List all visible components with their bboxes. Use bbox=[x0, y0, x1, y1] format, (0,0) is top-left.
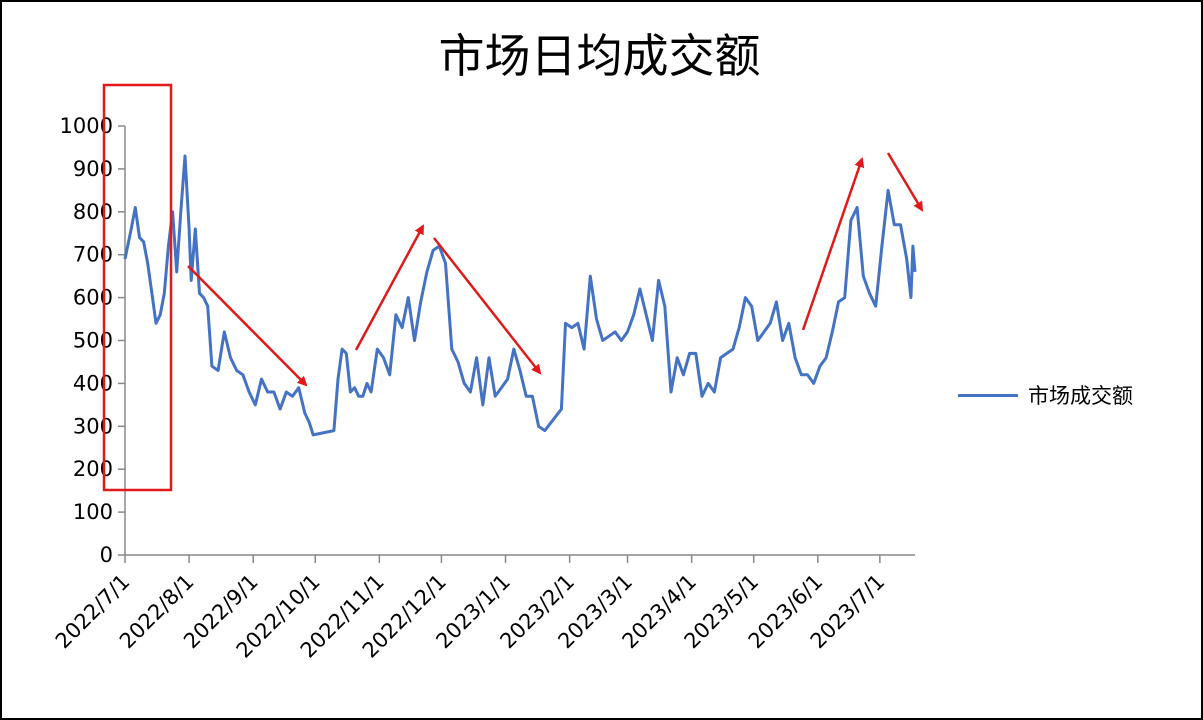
legend-label: 市场成交额 bbox=[1028, 384, 1133, 408]
y-tick-label: 900 bbox=[73, 157, 113, 181]
trend-arrow bbox=[433, 237, 542, 375]
trend-arrow bbox=[886, 152, 924, 212]
trend-arrow bbox=[801, 157, 865, 331]
y-tick-label: 500 bbox=[73, 329, 113, 353]
trend-arrow bbox=[187, 265, 308, 387]
legend-swatch bbox=[958, 393, 1018, 397]
y-tick-label: 100 bbox=[73, 500, 113, 524]
y-tick-label: 700 bbox=[73, 243, 113, 267]
series-line bbox=[123, 154, 917, 437]
trend-arrow bbox=[354, 224, 425, 351]
y-tick-label: 400 bbox=[73, 371, 113, 395]
y-tick-label: 300 bbox=[73, 414, 113, 438]
y-tick-label: 600 bbox=[73, 286, 113, 310]
y-tick-label: 200 bbox=[73, 457, 113, 481]
highlight-box bbox=[102, 83, 173, 492]
legend: 市场成交额 bbox=[958, 380, 1133, 410]
y-tick-label: 0 bbox=[100, 543, 113, 567]
y-tick-label: 800 bbox=[73, 200, 113, 224]
chart-title: 市场日均成交额 bbox=[438, 29, 761, 83]
